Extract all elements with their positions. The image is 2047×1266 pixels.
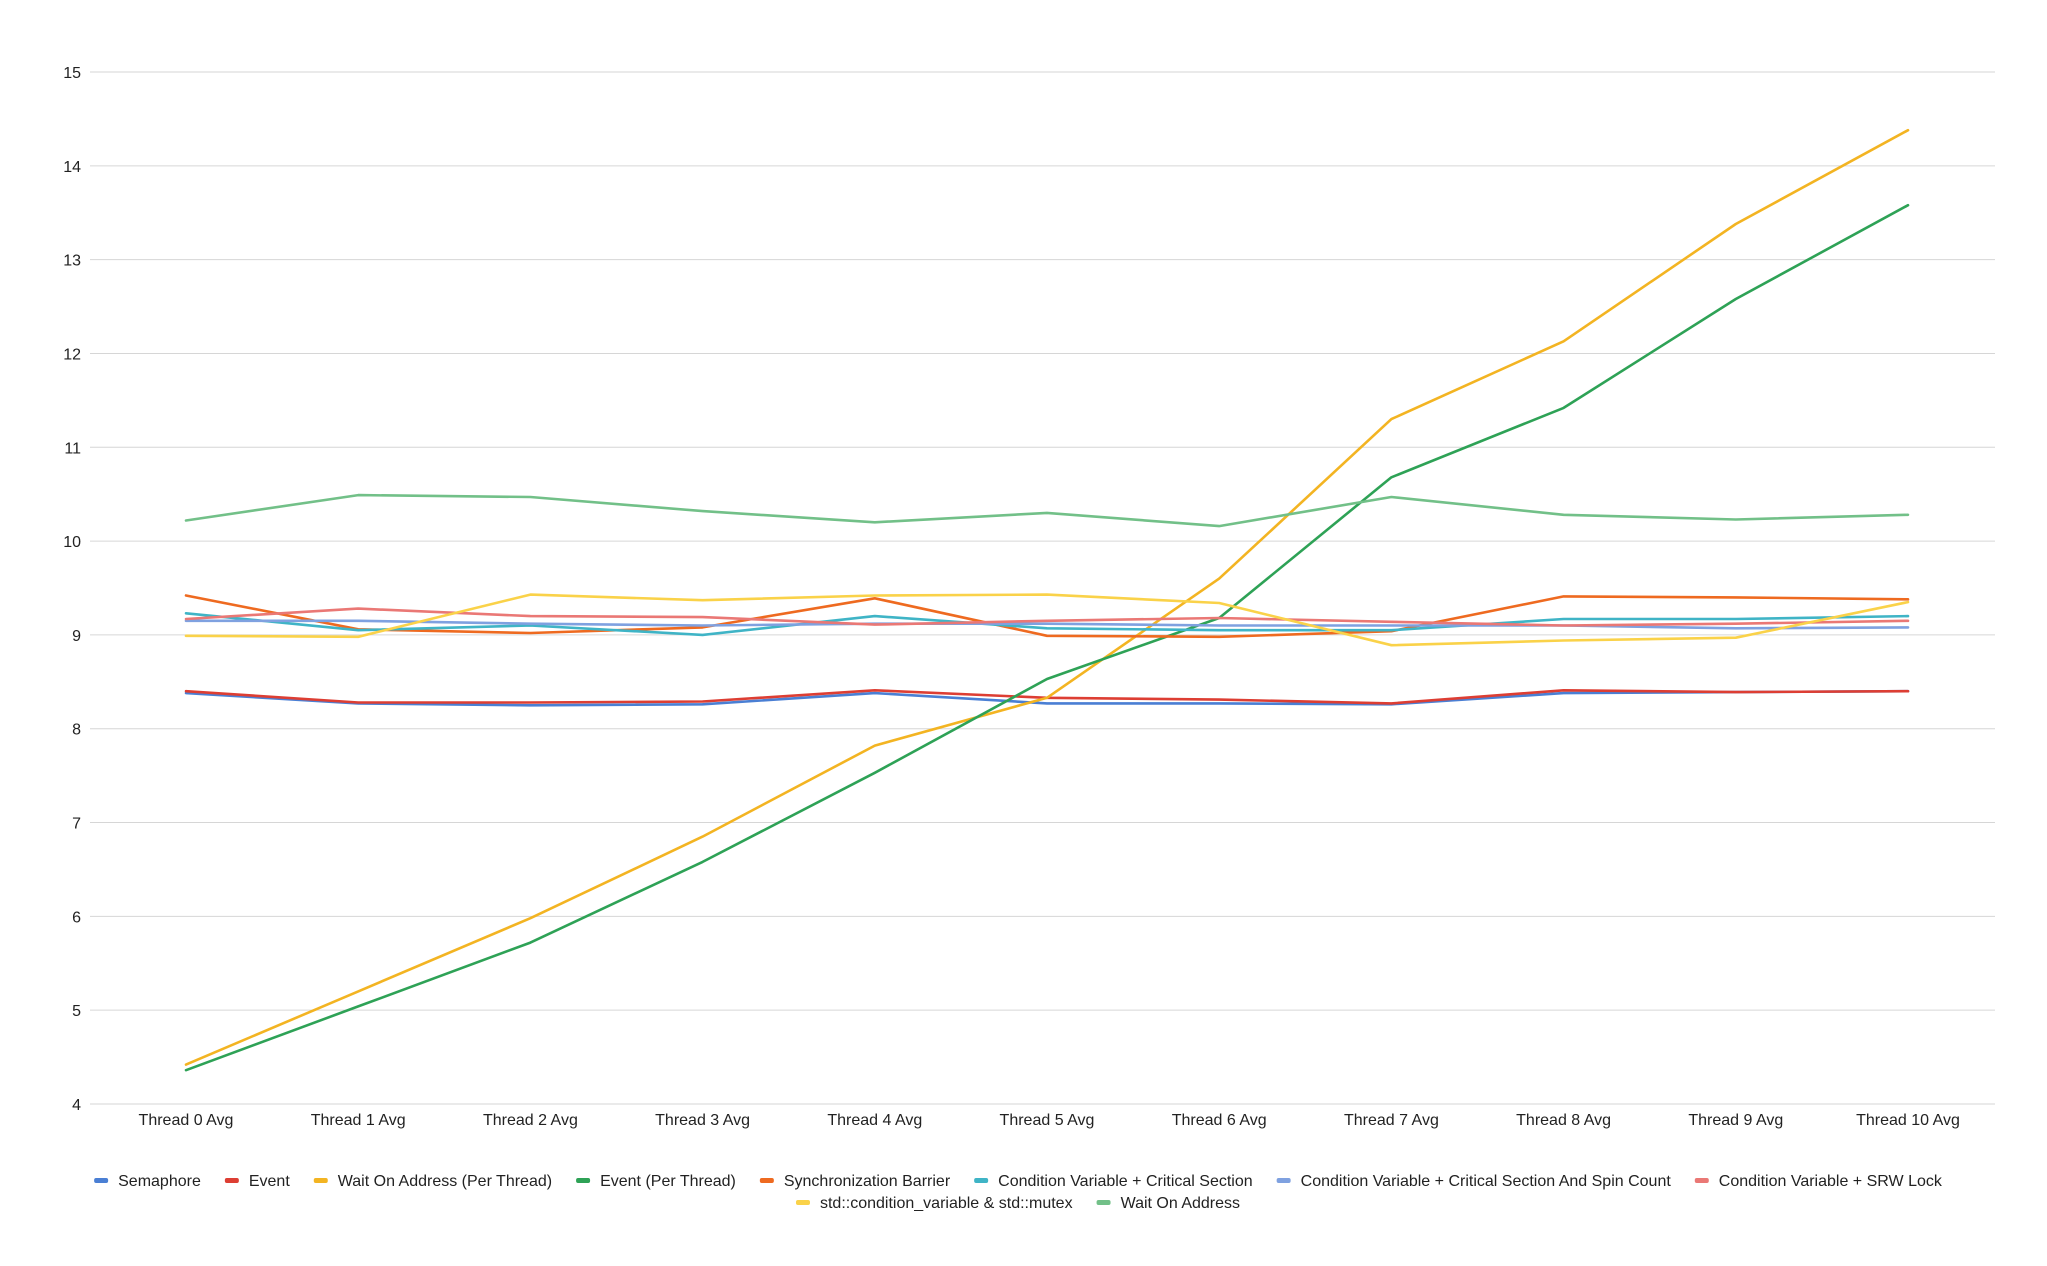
legend-swatch-condition-variable-srw-lock <box>1694 1178 1709 1183</box>
legend-label-event-per-thread: Event (Per Thread) <box>600 1173 736 1190</box>
x-tick-label: Thread 9 Avg <box>1688 1112 1783 1129</box>
x-tick-label: Thread 10 Avg <box>1856 1112 1960 1129</box>
x-tick-label: Thread 5 Avg <box>1000 1112 1095 1129</box>
series-line-std-condition-variable-std-mutex <box>184 593 1910 647</box>
legend-swatch-event <box>224 1178 239 1183</box>
legend-label-wait-on-address-per-thread: Wait On Address (Per Thread) <box>338 1173 552 1190</box>
x-tick-label: Thread 3 Avg <box>655 1112 750 1129</box>
legend-label-event: Event <box>249 1173 290 1190</box>
legend-label-semaphore: Semaphore <box>118 1173 201 1190</box>
legend-label-condition-variable-critical-section-and-spin-count: Condition Variable + Critical Section An… <box>1301 1173 1672 1190</box>
y-tick-label: 13 <box>63 253 81 270</box>
legend-swatch-event-per-thread <box>576 1178 591 1183</box>
legend-swatch-semaphore <box>94 1178 109 1183</box>
x-tick-label: Thread 6 Avg <box>1172 1112 1267 1129</box>
y-tick-label: 7 <box>72 816 81 833</box>
x-tick-label: Thread 0 Avg <box>139 1112 234 1129</box>
y-tick-label: 5 <box>72 1003 81 1020</box>
y-tick-label: 9 <box>72 628 81 645</box>
y-tick-label: 4 <box>72 1097 81 1114</box>
x-tick-label: Thread 2 Avg <box>483 1112 578 1129</box>
legend-swatch-synchronization-barrier <box>759 1178 774 1183</box>
legend-swatch-wait-on-address <box>1096 1200 1111 1205</box>
legend-label-condition-variable-critical-section: Condition Variable + Critical Section <box>998 1173 1253 1190</box>
y-tick-label: 10 <box>63 534 81 551</box>
series-lines <box>184 128 1910 1072</box>
series-line-condition-variable-critical-section-and-spin-count <box>184 619 1910 630</box>
legend: Semaphore Event Wait On Address (Per Threa… <box>94 1173 1943 1212</box>
legend-swatch-std-condition-variable-std-mutex <box>795 1200 810 1205</box>
series-line-wait-on-address <box>184 493 1910 528</box>
legend-label-synchronization-barrier: Synchronization Barrier <box>784 1173 951 1190</box>
legend-label-wait-on-address: Wait On Address <box>1121 1195 1240 1212</box>
y-axis-tick-labels: 4 5 6 7 8 9 10 11 12 13 14 15 <box>63 65 81 1114</box>
y-tick-label: 6 <box>72 909 81 926</box>
x-tick-label: Thread 1 Avg <box>311 1112 406 1129</box>
series-line-synchronization-barrier <box>184 594 1910 639</box>
series-line-wait-on-address-per-thread <box>184 128 1910 1066</box>
x-tick-label: Thread 4 Avg <box>827 1112 922 1129</box>
series-line-condition-variable-srw-lock <box>184 607 1910 627</box>
y-tick-label: 12 <box>63 346 81 363</box>
series-line-semaphore <box>184 689 1910 707</box>
legend-label-std-condition-variable-std-mutex: std::condition_variable & std::mutex <box>820 1195 1073 1212</box>
legend-label-condition-variable-srw-lock: Condition Variable + SRW Lock <box>1719 1173 1943 1190</box>
x-tick-label: Thread 8 Avg <box>1516 1112 1611 1129</box>
series-line-condition-variable-critical-section <box>184 611 1910 637</box>
legend-swatch-condition-variable-critical-section <box>974 1178 989 1183</box>
x-tick-label: Thread 7 Avg <box>1344 1112 1439 1129</box>
x-axis-tick-labels: Thread 0 Avg Thread 1 Avg Thread 2 Avg Thre… <box>139 1112 1960 1129</box>
y-tick-label: 8 <box>72 722 81 739</box>
y-tick-label: 11 <box>64 440 81 457</box>
legend-swatch-condition-variable-critical-section-and-spin-count <box>1276 1178 1291 1183</box>
series-line-event-per-thread <box>184 203 1910 1072</box>
y-tick-label: 14 <box>63 159 81 176</box>
gridlines <box>90 71 1995 1105</box>
y-tick-label: 15 <box>63 65 81 82</box>
legend-swatch-wait-on-address-per-thread <box>313 1178 328 1183</box>
